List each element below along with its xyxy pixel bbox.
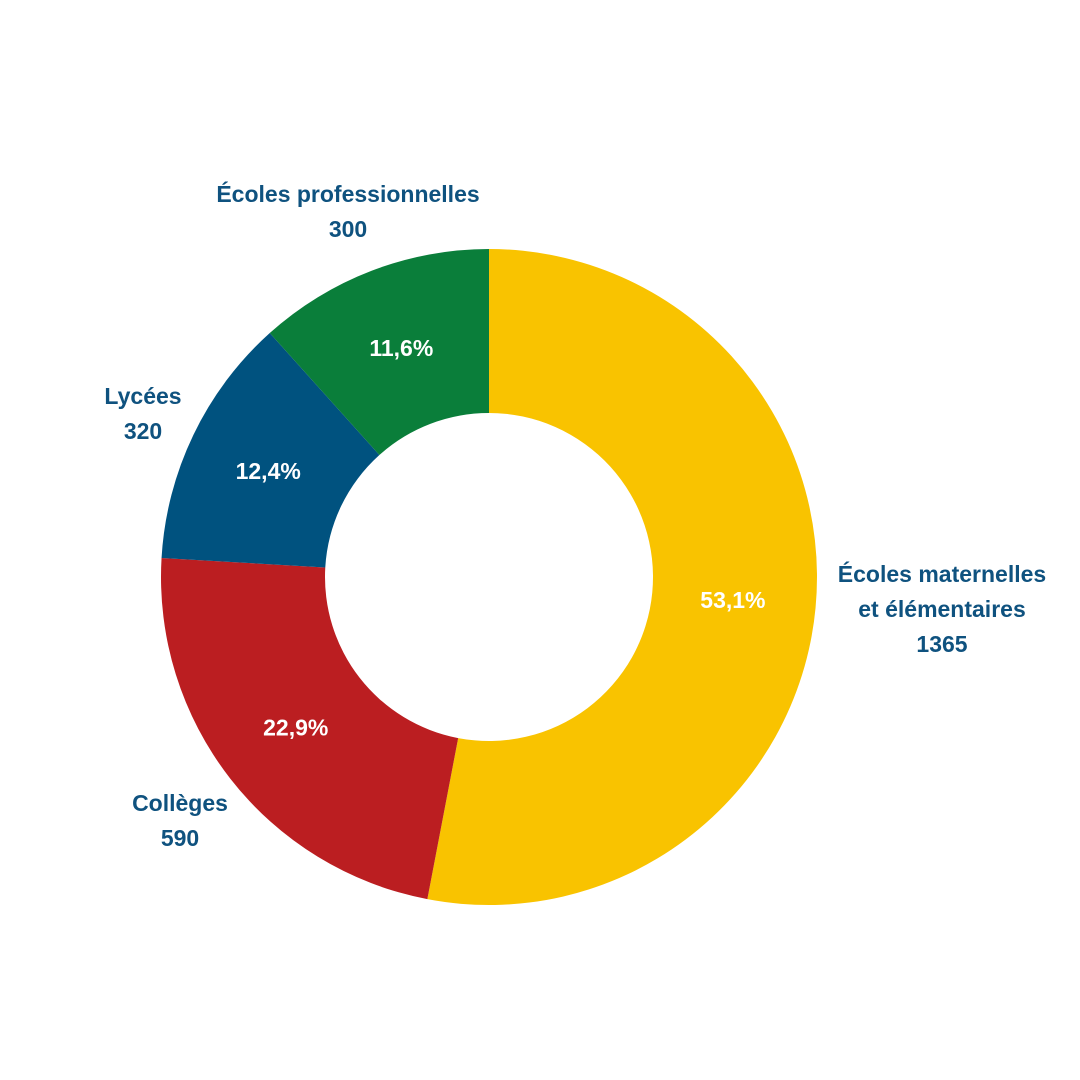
slice-value-label-3: 300 xyxy=(329,216,367,242)
slice-3 xyxy=(269,249,489,456)
slice-percent-label-0: 53,1% xyxy=(700,587,765,613)
slice-value-label-2: 320 xyxy=(124,418,162,444)
slices-layer xyxy=(161,249,818,906)
slice-category-label-1-line-0: Collèges xyxy=(132,790,228,816)
slice-percent-label-3: 11,6% xyxy=(369,335,433,361)
labels-layer: 53,1% Écoles maternelles et élémentaires 13… xyxy=(104,180,1046,851)
slice-1 xyxy=(161,558,459,900)
slice-category-label-3-line-0: Écoles professionnelles xyxy=(216,180,479,207)
slice-0 xyxy=(427,249,818,906)
slice-percent-label-1: 22,9% xyxy=(263,715,328,741)
slice-2 xyxy=(161,333,380,568)
slice-value-label-0: 1365 xyxy=(916,631,967,657)
slice-category-label-0-line-1: et élémentaires xyxy=(858,596,1025,622)
slice-category-label-2-line-0: Lycées xyxy=(104,383,181,409)
slice-percent-label-2: 12,4% xyxy=(236,458,301,484)
slice-category-label-0-line-0: Écoles maternelles xyxy=(838,560,1046,587)
slice-value-label-1: 590 xyxy=(161,825,199,851)
